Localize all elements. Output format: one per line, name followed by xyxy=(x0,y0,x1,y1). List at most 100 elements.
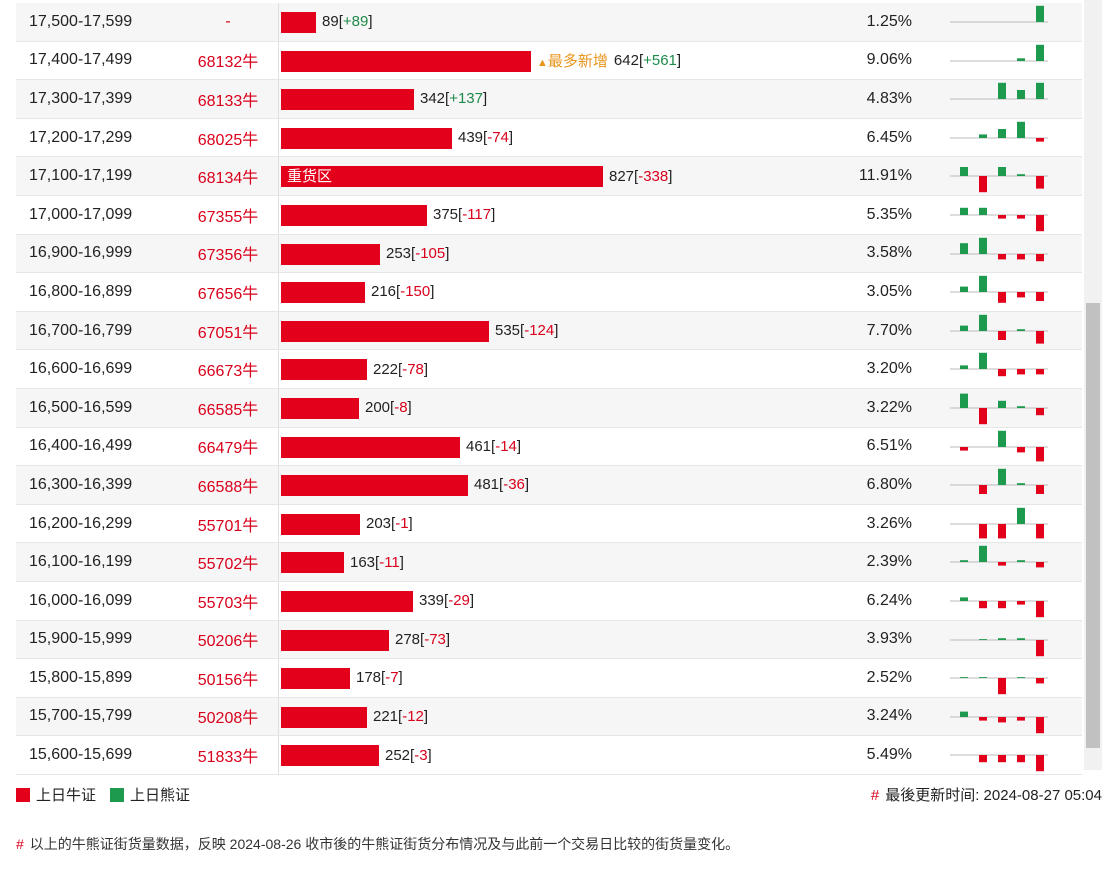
legend-bull: 上日牛证 xyxy=(36,787,97,804)
trend-sparkline xyxy=(950,507,1048,539)
warrant-code-link[interactable]: 66479牛 xyxy=(197,440,259,458)
volume-change: -8 xyxy=(394,399,408,417)
warrant-code-link[interactable]: 67656牛 xyxy=(197,285,259,303)
volume-change: -105 xyxy=(415,244,446,262)
strike-range: 16,000-16,099 xyxy=(29,591,133,609)
spark-bar xyxy=(998,523,1006,539)
volume-change: +137 xyxy=(449,90,483,108)
distribution-table: 17,500-17,599 - 89 [+89] 1.25% 17,400-17,499… xyxy=(16,3,1082,775)
volume-change: -338 xyxy=(638,167,669,185)
warrant-code-link[interactable]: 50208牛 xyxy=(197,710,259,728)
spark-bar xyxy=(998,214,1006,219)
warrant-code-link[interactable]: 55702牛 xyxy=(197,556,259,574)
volume-bar-cell: 216 [-150] xyxy=(278,273,839,311)
table-row: 16,800-16,899 67656牛 216 [-150] 3.05% xyxy=(16,273,1082,312)
table-row: 15,700-15,799 50208牛 221 [-12] 3.24% xyxy=(16,697,1082,737)
warrant-code-link[interactable]: 50206牛 xyxy=(197,633,259,651)
volume-value: 163 xyxy=(350,553,376,571)
volume-bar xyxy=(281,668,350,690)
volume-value: 253 xyxy=(386,244,412,262)
volume-change: -7 xyxy=(385,669,399,687)
volume-bar xyxy=(281,243,380,265)
spark-bar xyxy=(960,365,968,370)
strike-range: 16,900-16,999 xyxy=(29,244,133,262)
table-row: 16,700-16,799 67051牛 535 [-124] 7.70% xyxy=(16,311,1082,351)
spark-bar xyxy=(1036,82,1044,100)
spark-bar xyxy=(998,292,1006,303)
strike-range: 15,700-15,799 xyxy=(29,707,133,725)
warrant-code-link[interactable]: 68132牛 xyxy=(197,54,259,72)
volume-bar xyxy=(281,745,379,767)
volume-bar-cell: ▲最多新增 642 [+561] xyxy=(278,41,839,80)
table-row: 16,400-16,499 66479牛 461 [-14] 6.51% xyxy=(16,427,1082,467)
trend-sparkline xyxy=(950,237,1048,261)
table-row: 16,600-16,699 66673牛 222 [-78] 3.20% xyxy=(16,350,1082,389)
spark-bar xyxy=(979,677,987,679)
percentage: 3.24% xyxy=(866,707,912,725)
volume-bar xyxy=(281,127,452,149)
volume-bar xyxy=(281,629,389,651)
warrant-code-link[interactable]: 68025牛 xyxy=(197,131,259,149)
volume-value: 200 xyxy=(365,399,391,417)
warrant-code-link[interactable]: 67051牛 xyxy=(197,324,259,342)
volume-change: -150 xyxy=(400,283,431,301)
volume-change: -117 xyxy=(462,206,492,224)
volume-value: 221 xyxy=(373,707,399,725)
warrant-code-link[interactable]: 68133牛 xyxy=(197,92,259,110)
strike-range: 17,000-17,099 xyxy=(29,205,133,223)
volume-bar-cell: 342 [+137] xyxy=(278,80,839,118)
spark-bar xyxy=(1017,560,1025,563)
footnote: # 以上的牛熊证街货量数据，反映 2024-08-26 收市後的牛熊证街货分布情况… xyxy=(16,834,739,854)
volume-bar-cell: 重货区 827 [-338] xyxy=(278,157,839,195)
spark-bar xyxy=(998,430,1006,447)
spark-bar xyxy=(979,755,987,763)
volume-bar-cell: 339 [-29] xyxy=(278,581,839,620)
volume-value: 827 xyxy=(609,167,635,185)
volume-label: 278 [-73] xyxy=(395,630,451,648)
warrant-code-link[interactable]: 66673牛 xyxy=(197,363,259,381)
spark-bar xyxy=(960,325,968,331)
spark-bar xyxy=(998,128,1006,138)
table-row: 16,500-16,599 66585牛 200 [-8] 3.22% xyxy=(16,388,1082,428)
spark-bar xyxy=(1036,5,1044,23)
warrant-code-link[interactable]: 55701牛 xyxy=(197,517,259,535)
spark-bar xyxy=(998,400,1006,408)
warrant-code-link[interactable]: 68134牛 xyxy=(197,170,259,188)
percentage: 6.80% xyxy=(866,475,912,493)
volume-bar-cell: 203 [-1] xyxy=(278,504,839,543)
warrant-code-link[interactable]: 51833牛 xyxy=(197,749,259,767)
volume-change: -12 xyxy=(402,707,424,725)
volume-label: 535 [-124] xyxy=(495,322,559,340)
warrant-code-link[interactable]: 67356牛 xyxy=(197,247,259,265)
table-row: 17,400-17,499 68132牛 ▲最多新增 642 [+561] 9.06% xyxy=(16,41,1082,81)
warrant-code-link[interactable]: 67355牛 xyxy=(197,208,259,226)
warrant-code-link[interactable]: 66585牛 xyxy=(197,401,259,419)
volume-bar-cell: 200 [-8] xyxy=(278,388,839,427)
warrant-code-link[interactable]: 50156牛 xyxy=(197,671,259,689)
warrant-code-link[interactable]: 66588牛 xyxy=(197,478,259,496)
warrant-code-link[interactable]: 55703牛 xyxy=(197,594,259,612)
percentage: 11.91% xyxy=(858,167,912,185)
spark-bar xyxy=(960,446,968,451)
volume-value: 342 xyxy=(420,90,446,108)
bull-swatch xyxy=(16,787,30,802)
scrollbar-thumb[interactable] xyxy=(1086,303,1100,748)
strike-range: 16,300-16,399 xyxy=(29,475,133,493)
last-updated-text: 最後更新时间: 2024-08-27 05:04 xyxy=(885,787,1102,804)
volume-label: 827 [-338] xyxy=(609,167,673,185)
spark-bar xyxy=(979,314,987,331)
spark-bar xyxy=(1017,483,1025,486)
volume-change: +561 xyxy=(643,51,677,69)
warrant-code-link: - xyxy=(225,12,231,30)
volume-label: 342 [+137] xyxy=(420,90,488,108)
volume-change: -124 xyxy=(524,322,555,340)
percentage: 6.45% xyxy=(866,128,912,146)
spark-bar xyxy=(1036,253,1044,261)
spark-bar xyxy=(1036,446,1044,461)
footnote-text: 以上的牛熊证街货量数据，反映 2024-08-26 收市後的牛熊证街货分布情况及… xyxy=(29,836,740,852)
percentage: 2.39% xyxy=(866,553,912,571)
spark-bar xyxy=(998,330,1006,340)
volume-change: -3 xyxy=(414,746,428,764)
volume-value: 203 xyxy=(366,515,392,533)
legend-bear: 上日熊证 xyxy=(130,787,191,804)
